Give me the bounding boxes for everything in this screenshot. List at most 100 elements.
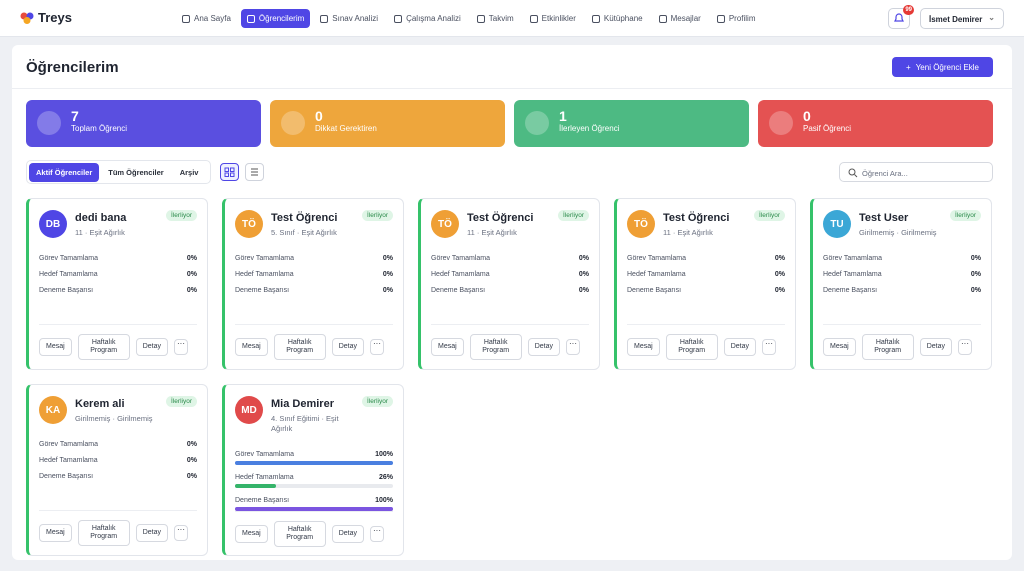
- metrics: Görev Tamamlama 0% Hedef Tamamlama 0% Deneme…: [235, 246, 393, 294]
- nav-item[interactable]: Öğrencilerim: [240, 9, 311, 28]
- metric: Deneme Başarısı 100%: [235, 497, 393, 511]
- action-button[interactable]: Mesaj: [39, 338, 72, 356]
- meta-item: 11: [467, 228, 475, 237]
- meta-item: Eşit Ağırlık: [271, 414, 339, 433]
- search-input[interactable]: Öğrenci Ara...: [839, 162, 993, 182]
- action-button[interactable]: Mesaj: [823, 338, 856, 356]
- stat-label: Pasif Öğrenci: [803, 124, 852, 133]
- action-button[interactable]: Mesaj: [431, 338, 464, 356]
- stat-value: 1: [559, 108, 567, 124]
- tab[interactable]: Arşiv: [179, 167, 199, 177]
- card-head: MD Mia Demirer 4. Sınıf Eğitimi · Eşit Ağı…: [235, 396, 393, 434]
- more-button[interactable]: ···: [957, 339, 972, 355]
- action-button[interactable]: Haftalık Program: [861, 334, 914, 360]
- metric-label: Hedef Tamamlama: [235, 474, 294, 481]
- nav-item[interactable]: Profilim: [711, 9, 762, 28]
- progress-track: [235, 484, 393, 488]
- student-name: Test Öğrenci: [271, 212, 338, 224]
- nav-item[interactable]: Mesajlar: [653, 9, 707, 28]
- more-button[interactable]: ···: [369, 339, 384, 355]
- nav-icon: [716, 14, 725, 23]
- meta-separator: ·: [319, 414, 327, 423]
- metric-row: Hedef Tamamlama 26%: [235, 474, 393, 481]
- nav-label: Ana Sayfa: [194, 14, 231, 23]
- more-button[interactable]: ···: [761, 339, 776, 355]
- grid-icon: [224, 167, 235, 177]
- nav-item[interactable]: Sınav Analizi: [314, 9, 384, 28]
- stat-value: 7: [71, 108, 79, 124]
- avatar: DB: [39, 210, 67, 238]
- more-button[interactable]: ···: [565, 339, 580, 355]
- nav-icon: [182, 14, 190, 23]
- metrics: Görev Tamamlama 0% Hedef Tamamlama 0% Deneme…: [39, 246, 197, 294]
- stat-label: İlerleyen Öğrenci: [559, 124, 620, 133]
- card-head: DB dedi bana 11 · Eşit Ağırlık İlerliyor: [39, 210, 197, 238]
- list-view-button[interactable]: [245, 163, 264, 181]
- metric: Görev Tamamlama 100%: [235, 451, 393, 465]
- content: Öğrencilerim + Yeni Öğrenci Ekle 7 Toplam …: [12, 45, 1012, 560]
- logo[interactable]: Treys: [20, 10, 72, 25]
- progress-bar: [235, 484, 277, 488]
- action-button[interactable]: Detay: [723, 338, 756, 356]
- tab[interactable]: Aktif Öğrenciler: [29, 162, 100, 182]
- more-button[interactable]: ···: [173, 525, 188, 541]
- nav-item[interactable]: Etkinlikler: [524, 9, 582, 28]
- stat-icon: [769, 111, 793, 135]
- metric-label: Hedef Tamamlama: [823, 271, 882, 278]
- action-button[interactable]: Haftalık Program: [273, 334, 326, 360]
- action-button[interactable]: Haftalık Program: [469, 334, 522, 360]
- action-button[interactable]: Detay: [331, 338, 364, 356]
- more-button[interactable]: ···: [173, 339, 188, 355]
- logo-icon: [20, 12, 34, 24]
- action-button[interactable]: Detay: [135, 524, 168, 542]
- user-menu[interactable]: İsmet Demirer ⌄: [920, 8, 1004, 29]
- nav-item[interactable]: Kütüphane: [586, 9, 649, 28]
- meta-item: 11: [75, 228, 83, 237]
- tab[interactable]: Tüm Öğrenciler: [108, 167, 164, 177]
- nav-icon: [246, 14, 255, 23]
- action-button[interactable]: Haftalık Program: [665, 334, 718, 360]
- nav-label: Sınav Analizi: [332, 14, 379, 23]
- action-button[interactable]: Mesaj: [39, 524, 72, 542]
- nav-item[interactable]: Çalışma Analizi: [388, 9, 467, 28]
- metric-row: Hedef Tamamlama 0%: [39, 271, 197, 278]
- card-actions: Mesaj Haftalık Program Detay ···: [39, 510, 197, 546]
- add-student-button[interactable]: + Yeni Öğrenci Ekle: [892, 57, 993, 77]
- grid-view-button[interactable]: [220, 163, 239, 181]
- metric-label: Deneme Başarısı: [235, 497, 290, 504]
- stat-card: 7 Toplam Öğrenci: [26, 100, 261, 147]
- action-button[interactable]: Haftalık Program: [77, 520, 130, 546]
- action-button[interactable]: Haftalık Program: [273, 521, 326, 547]
- action-button[interactable]: Detay: [135, 338, 168, 356]
- card-head: TU Test User Girilmemiş · Girilmemiş İlerli…: [823, 210, 981, 238]
- action-button[interactable]: Detay: [527, 338, 560, 356]
- action-button[interactable]: Detay: [919, 338, 952, 356]
- action-button[interactable]: Mesaj: [235, 525, 268, 543]
- action-button[interactable]: Detay: [331, 525, 364, 543]
- stat-card: 0 Pasif Öğrenci: [758, 100, 993, 147]
- metric: Hedef Tamamlama 0%: [627, 271, 785, 278]
- metric: Görev Tamamlama 0%: [235, 255, 393, 262]
- action-button[interactable]: Haftalık Program: [77, 334, 130, 360]
- page-title: Öğrencilerim: [26, 59, 119, 76]
- student-meta: 5. Sınıf · Eşit Ağırlık: [271, 228, 337, 238]
- nav-item[interactable]: Ana Sayfa: [176, 9, 237, 28]
- metric-value: 100%: [375, 497, 393, 504]
- student-card: TÖ Test Öğrenci 11 · Eşit Ağırlık İlerliyor…: [614, 198, 796, 370]
- metric: Deneme Başarısı 0%: [39, 473, 197, 480]
- metric-value: 0%: [186, 255, 197, 262]
- action-button[interactable]: Mesaj: [627, 338, 660, 356]
- meta-item: 4. Sınıf Eğitimi: [271, 414, 320, 423]
- more-button[interactable]: ···: [369, 526, 384, 542]
- nav-label: Mesajlar: [670, 14, 701, 23]
- metric-label: Görev Tamamlama: [235, 255, 295, 262]
- notifications-button[interactable]: 99: [888, 5, 914, 29]
- student-name: Test User: [859, 212, 909, 224]
- student-info: Test Öğrenci 5. Sınıf · Eşit Ağırlık: [271, 210, 337, 238]
- metric: Hedef Tamamlama 0%: [431, 271, 589, 278]
- stat-value: 0: [803, 108, 811, 124]
- nav-item[interactable]: Takvim: [471, 9, 520, 28]
- nav-label: Öğrencilerim: [258, 14, 305, 23]
- action-button[interactable]: Mesaj: [235, 338, 268, 356]
- metric-value: 0%: [774, 287, 785, 294]
